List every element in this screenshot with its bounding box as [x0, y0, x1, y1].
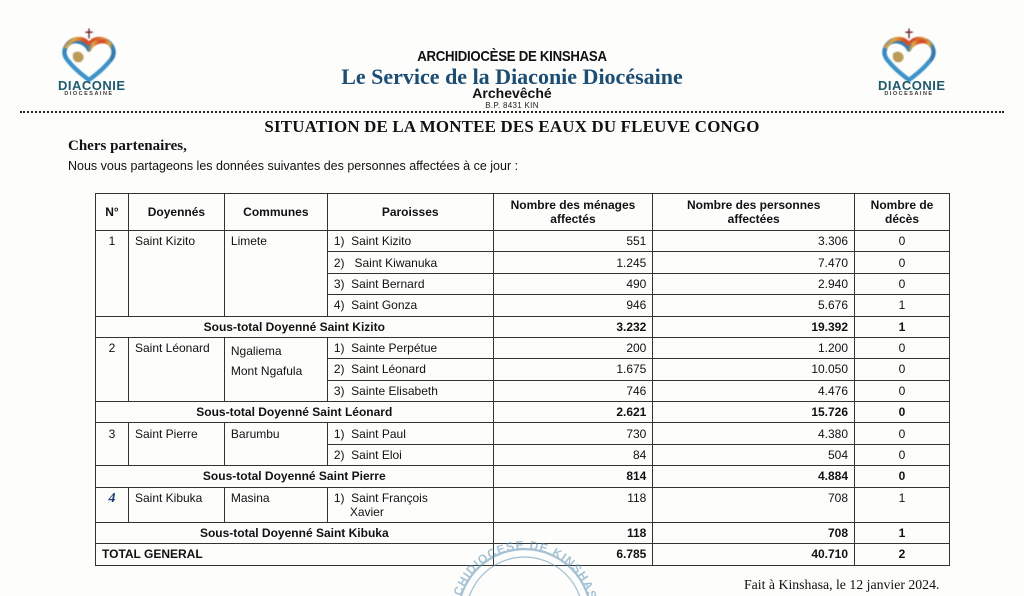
svg-text:ARCHIDIOCESE DE KINSHASA: ARCHIDIOCESE DE KINSHASA — [447, 538, 602, 596]
